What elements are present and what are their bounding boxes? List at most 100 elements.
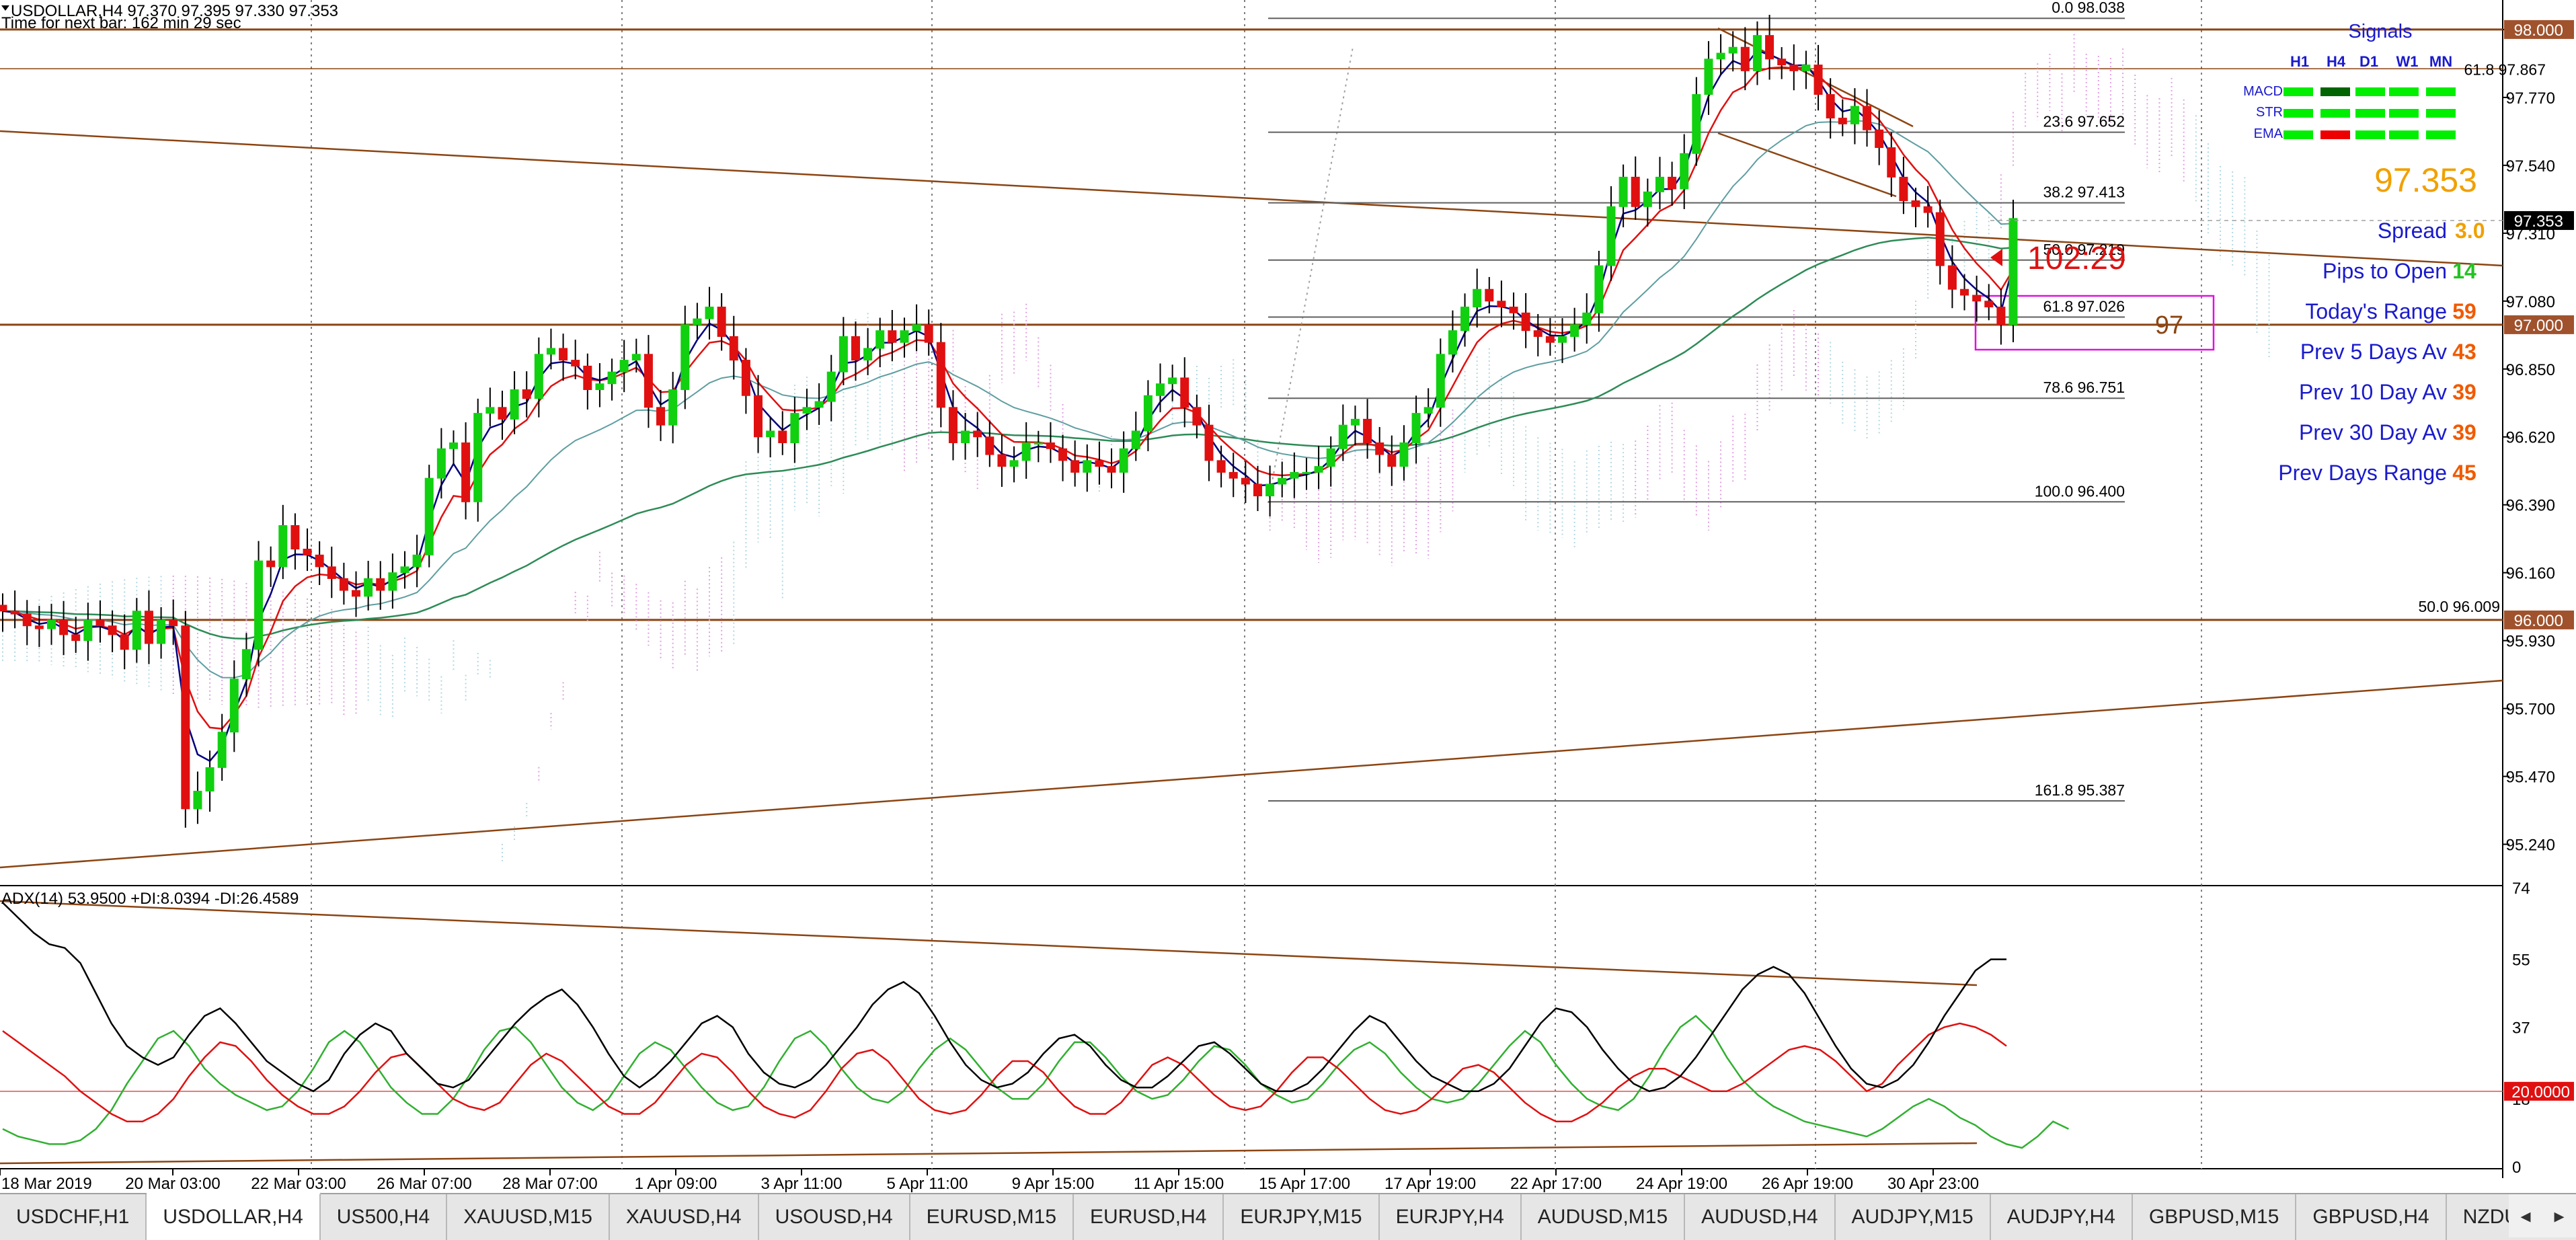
tab-audjpy-m15[interactable]: AUDJPY,M15 xyxy=(1835,1194,1991,1240)
candle-body xyxy=(1436,354,1445,408)
next-bar-timer: Time for next bar: 162 min 29 sec xyxy=(1,14,241,32)
fib-level-label: 78.6 96.751 xyxy=(2043,379,2125,396)
tab-eurjpy-h4[interactable]: EURJPY,H4 xyxy=(1379,1194,1522,1240)
tab-audusd-h4[interactable]: AUDUSD,H4 xyxy=(1685,1194,1836,1240)
time-tick-label: 20 Mar 03:00 xyxy=(125,1175,220,1193)
tab-eurusd-m15[interactable]: EURUSD,M15 xyxy=(910,1194,1075,1240)
tab-xauusd-h4[interactable]: XAUUSD,H4 xyxy=(609,1194,759,1240)
candle-body xyxy=(132,611,141,650)
candle-body xyxy=(1314,466,1323,473)
tab-audusd-m15[interactable]: AUDUSD,M15 xyxy=(1521,1194,1686,1240)
candle-body xyxy=(778,430,787,444)
candle-body xyxy=(1947,265,1957,290)
candle-body xyxy=(948,407,958,444)
price-box xyxy=(2504,210,2574,230)
candle-body xyxy=(1911,200,1920,207)
price-box-label: 96.000 xyxy=(2514,612,2563,630)
candle-body xyxy=(1887,147,1896,178)
tab-scroll-left[interactable]: ◂ xyxy=(2509,1194,2542,1237)
adx-level-label: 20.0000 xyxy=(2511,1083,2570,1101)
time-tick-label: 5 Apr 11:00 xyxy=(887,1175,968,1193)
dropdown-triangle-icon[interactable] xyxy=(1,5,9,11)
candle-body xyxy=(95,619,105,627)
candle-body xyxy=(1411,413,1421,443)
candle-body xyxy=(412,554,422,568)
candle-body xyxy=(863,348,873,361)
candle-body xyxy=(1935,212,1945,266)
candle-body xyxy=(656,407,666,426)
candle-body xyxy=(1046,442,1055,449)
todays-range-value: 59 xyxy=(2452,299,2476,323)
signal-indicator-bar xyxy=(2284,130,2313,139)
tab-eurjpy-m15[interactable]: EURJPY,M15 xyxy=(1224,1194,1380,1240)
candle-body xyxy=(1192,407,1202,426)
candle-body xyxy=(1168,377,1177,385)
candle-body xyxy=(1643,191,1652,207)
trendline-ascending xyxy=(0,679,2503,869)
candle-body xyxy=(1594,265,1604,313)
fib-level-label: 61.8 97.026 xyxy=(2043,297,2125,315)
candle-body xyxy=(510,389,519,420)
time-tick-label: 3 Apr 11:00 xyxy=(761,1175,843,1193)
candle-body xyxy=(766,430,775,438)
candle-body xyxy=(1131,430,1140,449)
candle-body xyxy=(71,634,81,642)
tab-usousd-h4[interactable]: USOUSD,H4 xyxy=(758,1194,910,1240)
candle-body xyxy=(961,430,970,444)
candle-body xyxy=(424,477,434,555)
candle-body xyxy=(485,407,495,414)
signal-indicator-bar xyxy=(2284,87,2313,96)
time-tick-label: 15 Apr 17:00 xyxy=(1259,1175,1350,1193)
prev-10-day-value: 39 xyxy=(2452,380,2476,404)
time-tick-label: 1 Apr 09:00 xyxy=(635,1175,717,1193)
spread-value: 3.0 xyxy=(2455,219,2485,243)
candle-body xyxy=(1180,377,1189,408)
adx-trendline-top xyxy=(0,900,1978,986)
candle-body xyxy=(1728,46,1738,54)
candle-body xyxy=(1826,93,1835,119)
candle-body xyxy=(120,634,129,650)
candle-body xyxy=(339,578,348,591)
candle-body xyxy=(1241,477,1250,485)
candle-body xyxy=(193,791,202,810)
candle-body xyxy=(266,560,276,568)
candle-body xyxy=(108,625,117,635)
candle-body xyxy=(838,336,848,373)
candle-body xyxy=(741,360,750,396)
signals-col-w1: W1 xyxy=(2396,53,2419,70)
candle-body xyxy=(1290,471,1299,479)
candle-body xyxy=(364,578,373,597)
candle-body xyxy=(1923,206,1933,213)
tab-usdollar-h4[interactable]: USDOLLAR,H4 xyxy=(147,1192,321,1240)
candle-body xyxy=(1752,35,1762,71)
fib-level-label: 23.6 97.652 xyxy=(2043,113,2125,130)
tab-us500-h4[interactable]: US500,H4 xyxy=(320,1194,448,1240)
candle-body xyxy=(1473,288,1482,308)
candle-body xyxy=(1668,176,1677,190)
signal-indicator-bar xyxy=(2355,87,2385,96)
candle-body xyxy=(1387,454,1397,467)
trendline-descending xyxy=(0,130,2503,267)
candle-body xyxy=(59,619,69,635)
tab-xauusd-m15[interactable]: XAUUSD,M15 xyxy=(447,1194,610,1240)
tab-eurusd-h4[interactable]: EURUSD,H4 xyxy=(1074,1194,1224,1240)
tab-audjpy-h4[interactable]: AUDJPY,H4 xyxy=(1990,1194,2133,1240)
tab-scroll-right[interactable]: ▸ xyxy=(2542,1194,2576,1237)
tab-gbpusd-m15[interactable]: GBPUSD,M15 xyxy=(2132,1194,2297,1240)
candle-body xyxy=(1509,307,1518,313)
signal-indicator-bar xyxy=(2389,130,2419,139)
time-tick-label: 24 Apr 19:00 xyxy=(1636,1175,1727,1193)
candle-body xyxy=(1521,312,1530,332)
candle-body xyxy=(327,566,336,579)
candle-body xyxy=(1143,395,1153,432)
plus-di-line xyxy=(2,1015,2069,1149)
candle-body xyxy=(217,732,227,768)
tab-gbpusd-h4[interactable]: GBPUSD,H4 xyxy=(2296,1194,2447,1240)
candle-body xyxy=(1497,301,1506,308)
adx-trendline-bottom xyxy=(0,1142,1978,1165)
candle-body xyxy=(83,619,93,642)
candle-body xyxy=(1265,483,1275,497)
candle-body xyxy=(997,454,1007,467)
tab-usdchf-h1[interactable]: USDCHF,H1 xyxy=(0,1194,147,1240)
